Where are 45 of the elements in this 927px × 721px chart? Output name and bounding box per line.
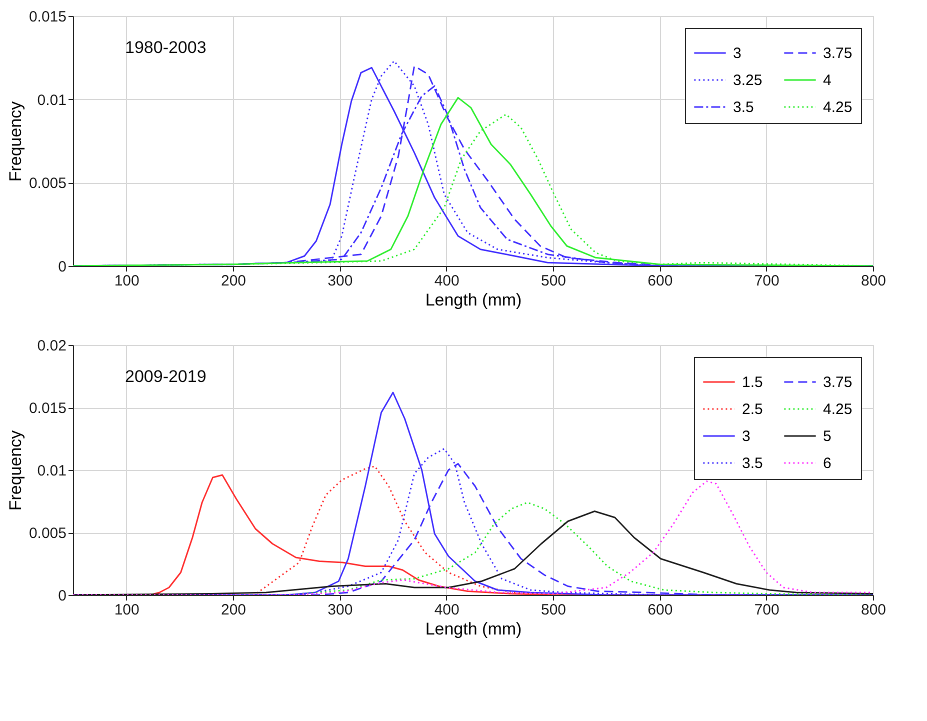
- x-tick-label: 100: [114, 272, 140, 290]
- x-tick-label: 700: [754, 272, 780, 290]
- x-tick-label: 400: [434, 272, 460, 290]
- x-tick-label: 300: [328, 272, 353, 290]
- x-tick-label: 600: [648, 272, 673, 290]
- y-tick-label: 0.02: [37, 338, 66, 354]
- legend-label: 4: [823, 72, 832, 89]
- legend-label: 3.5: [733, 99, 754, 116]
- legend-label: 6: [823, 455, 832, 472]
- y-axis-title: Frequency: [6, 430, 25, 511]
- x-tick-label: 800: [860, 602, 886, 618]
- y-tick-label: 0.015: [28, 8, 66, 26]
- legend-label: 4.25: [823, 401, 852, 418]
- legend-label: 1.5: [742, 374, 763, 391]
- legend-label: 3.5: [742, 455, 763, 472]
- x-tick-label: 400: [434, 602, 460, 618]
- x-tick-label: 500: [540, 602, 566, 618]
- legend-label: 3: [733, 45, 742, 62]
- y-tick-label: 0.015: [28, 400, 66, 417]
- y-tick-label: 0.01: [37, 92, 66, 109]
- x-tick-label: 600: [648, 602, 673, 618]
- legend-label: 4.25: [823, 99, 852, 116]
- legend-label: 5: [823, 428, 832, 445]
- x-axis-title: Length (mm): [425, 620, 522, 638]
- x-tick-label: 500: [540, 272, 566, 290]
- y-axis-title: Frequency: [6, 100, 25, 182]
- legend-label: 2.5: [742, 401, 763, 418]
- legend-label: 3: [742, 428, 750, 445]
- y-tick-label: 0.01: [37, 462, 66, 480]
- legend-label: 3.25: [733, 72, 762, 89]
- y-tick-label: 0: [58, 258, 66, 276]
- y-tick-label: 0: [58, 588, 66, 604]
- x-axis-title: Length (mm): [425, 290, 522, 310]
- x-tick-label: 700: [754, 602, 780, 618]
- annotation: 1980-2003: [125, 38, 206, 57]
- x-tick-label: 800: [860, 272, 886, 290]
- x-tick-label: 300: [328, 602, 353, 618]
- x-tick-label: 100: [114, 602, 140, 618]
- y-tick-label: 0.005: [28, 175, 66, 192]
- x-tick-label: 200: [220, 602, 246, 618]
- y-tick-label: 0.005: [28, 525, 66, 542]
- legend-label: 3.75: [823, 45, 852, 62]
- x-tick-label: 200: [220, 272, 246, 290]
- legend-label: 3.75: [823, 374, 852, 391]
- annotation: 2009-2019: [125, 367, 206, 386]
